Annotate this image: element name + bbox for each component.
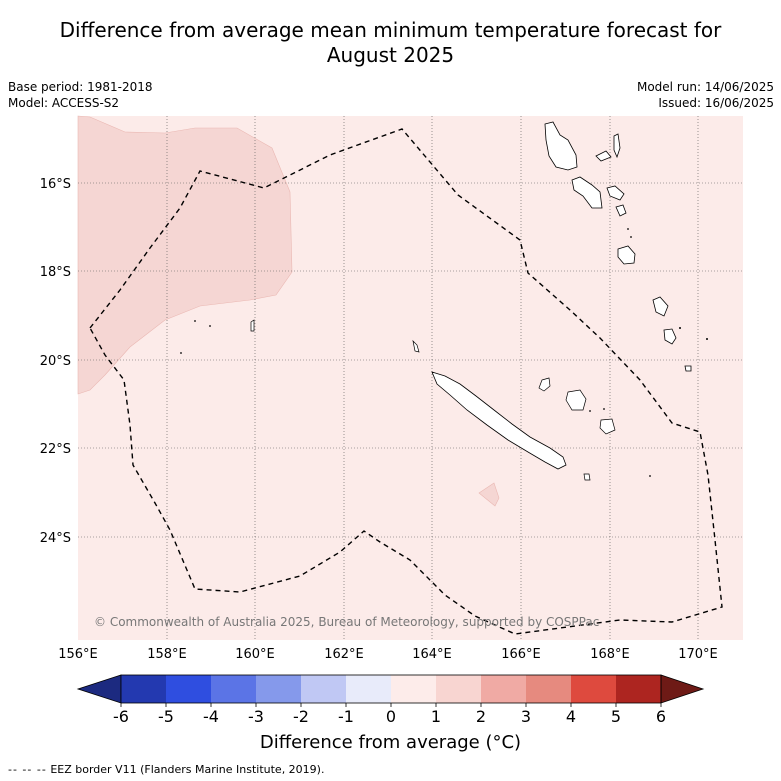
anomaly-region-west bbox=[77, 115, 293, 395]
colorbar-tick-label: -2 bbox=[293, 707, 309, 726]
lon-label: 160°E bbox=[235, 647, 275, 662]
colorbar-segment bbox=[526, 675, 571, 703]
lat-label: 24°S bbox=[40, 531, 71, 546]
colorbar-segment bbox=[436, 675, 481, 703]
title-line-1: Difference from average mean minimum tem… bbox=[59, 18, 722, 42]
ouvea-island bbox=[538, 377, 551, 392]
belep-islets bbox=[412, 339, 420, 353]
colorbar: -6 -5 -4 -3 -2 -1 0 1 2 3 4 5 6 bbox=[76, 674, 705, 726]
legend-footer: -- -- -- EEZ border V11 (Flanders Marine… bbox=[8, 763, 324, 776]
colorbar-segment bbox=[571, 675, 616, 703]
latitude-labels: 16°S 18°S 20°S 22°S 24°S bbox=[40, 177, 71, 546]
colorbar-tick-label: -6 bbox=[113, 707, 129, 726]
lon-label: 168°E bbox=[590, 647, 630, 662]
colorbar-tick-label: 2 bbox=[476, 707, 486, 726]
colorbar-segment bbox=[301, 675, 346, 703]
lat-label: 18°S bbox=[40, 265, 71, 280]
colorbar-tick-label: -4 bbox=[203, 707, 219, 726]
lon-label: 164°E bbox=[412, 647, 452, 662]
colorbar-segment bbox=[121, 675, 166, 703]
model-name: Model: ACCESS-S2 bbox=[8, 96, 120, 110]
gridlines bbox=[78, 116, 743, 640]
colorbar-extend-low bbox=[76, 674, 122, 704]
eez-dash-symbol: -- -- -- bbox=[8, 763, 47, 776]
colorbar-tick-label: -5 bbox=[158, 707, 174, 726]
chesterfield-islet bbox=[250, 319, 255, 332]
lat-label: 22°S bbox=[40, 442, 71, 457]
isle-of-pines bbox=[583, 473, 591, 481]
copyright-text: © Commonwealth of Australia 2025, Bureau… bbox=[94, 615, 599, 629]
vanuatu-islands bbox=[544, 121, 692, 372]
mare-island bbox=[599, 418, 616, 435]
colorbar-segment bbox=[346, 675, 391, 703]
new-caledonia-island bbox=[431, 371, 567, 470]
colorbar-title: Difference from average (°C) bbox=[259, 732, 522, 753]
lat-label: 16°S bbox=[40, 177, 71, 192]
colorbar-tick-label: -1 bbox=[338, 707, 354, 726]
colorbar-tick-label: 4 bbox=[566, 707, 576, 726]
colorbar-tick-label: 0 bbox=[386, 707, 396, 726]
eez-legend-text: EEZ border V11 (Flanders Marine Institut… bbox=[50, 763, 325, 776]
lon-label: 158°E bbox=[147, 647, 187, 662]
colorbar-segment bbox=[391, 675, 436, 703]
colorbar-segment bbox=[481, 675, 526, 703]
model-run: Model run: 14/06/2025 bbox=[636, 80, 774, 94]
chart-title: Difference from average mean minimum tem… bbox=[0, 18, 781, 68]
eez-border bbox=[89, 128, 723, 635]
colorbar-tick-label: 1 bbox=[431, 707, 441, 726]
colorbar-tick-label: -3 bbox=[248, 707, 264, 726]
colorbar-segment bbox=[256, 675, 301, 703]
lat-label: 20°S bbox=[40, 354, 71, 369]
title-line-2: August 2025 bbox=[326, 43, 455, 67]
lon-label: 156°E bbox=[58, 647, 98, 662]
lon-label: 162°E bbox=[324, 647, 364, 662]
lon-label: 170°E bbox=[678, 647, 718, 662]
base-period: Base period: 1981-2018 bbox=[8, 80, 153, 94]
anomaly-region-south bbox=[478, 482, 500, 507]
meta-right: Model run: 14/06/2025 Issued: 16/06/2025 bbox=[637, 79, 774, 111]
colorbar-segment bbox=[616, 675, 661, 703]
meta-left: Base period: 1981-2018 Model: ACCESS-S2 bbox=[8, 79, 153, 111]
lon-label: 166°E bbox=[501, 647, 541, 662]
colorbar-segment bbox=[211, 675, 256, 703]
colorbar-tick-label: 6 bbox=[656, 707, 666, 726]
lifou-island bbox=[565, 389, 587, 411]
colorbar-segment bbox=[166, 675, 211, 703]
issued-date: Issued: 16/06/2025 bbox=[658, 96, 774, 110]
small-islets bbox=[180, 228, 708, 477]
colorbar-tick-label: 3 bbox=[521, 707, 531, 726]
colorbar-extend-high bbox=[660, 674, 705, 704]
longitude-labels: 156°E 158°E 160°E 162°E 164°E 166°E 168°… bbox=[58, 647, 718, 662]
colorbar-tick-label: 5 bbox=[611, 707, 621, 726]
